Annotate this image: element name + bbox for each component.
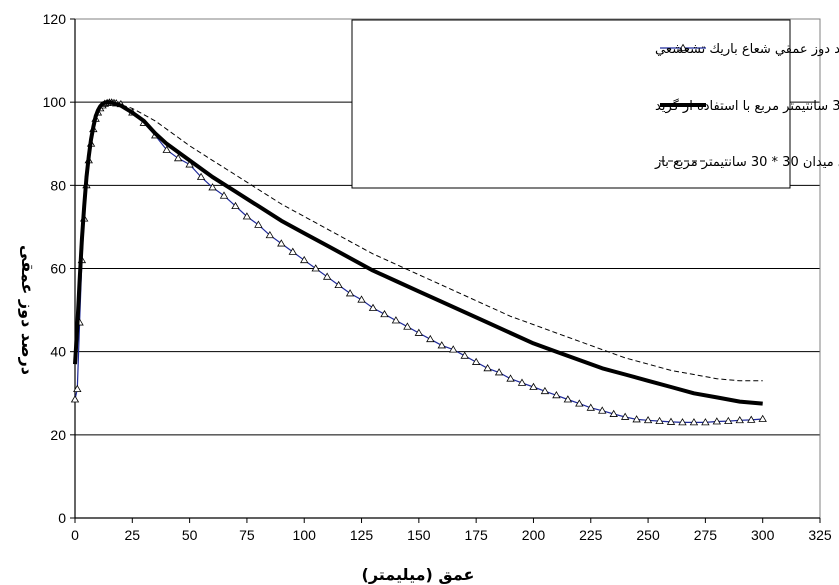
series-0 (70, 98, 767, 426)
legend-item-0: درصد دوز عمقي شعاع باريك تشعشعي (655, 42, 839, 57)
x-tick-label-11: 275 (694, 527, 718, 543)
data-point-triangle (311, 264, 320, 272)
data-point-triangle (598, 406, 607, 414)
data-point-triangle (655, 416, 664, 425)
y-tick-label-4: 80 (50, 177, 66, 193)
data-point-triangle (70, 395, 80, 403)
data-point-triangle (277, 239, 286, 247)
data-point-triangle (403, 322, 412, 330)
x-tick-label-12: 300 (751, 527, 775, 543)
data-point-triangle (254, 220, 263, 228)
y-tick-label-2: 40 (50, 344, 66, 360)
y-tick-label-0: 0 (58, 510, 66, 526)
data-point-triangle (666, 417, 676, 425)
x-tick-label-8: 200 (522, 527, 546, 543)
legend: درصد دوز عمقي شعاع باريك تشعشعي درصد دوز … (351, 19, 839, 189)
data-point-triangle (208, 183, 217, 191)
data-point-triangle (414, 328, 424, 336)
data-point-triangle (196, 172, 206, 180)
legend-item-2: درصد دوز عمقي ميدان 30 * 30 سانتيمتر مرب… (654, 155, 839, 170)
data-point-triangle (563, 395, 573, 403)
legend-label-2: درصد دوز عمقي ميدان 30 * 30 سانتيمتر مرب… (654, 155, 839, 170)
data-point-triangle (265, 230, 275, 239)
data-point-triangle (162, 145, 171, 153)
legend-label-0: درصد دوز عمقي شعاع باريك تشعشعي (655, 42, 839, 57)
data-point-triangle (735, 415, 744, 424)
data-point-triangle (620, 412, 630, 420)
data-point-triangle (300, 255, 309, 264)
series-line-grid-field (73, 100, 763, 406)
data-point-triangle (334, 280, 343, 289)
y-tick-label-5: 100 (43, 94, 67, 110)
x-tick-label-13: 325 (808, 527, 832, 543)
data-point-triangle (437, 341, 446, 349)
data-point-triangle (231, 201, 240, 210)
x-tick-label-10: 250 (636, 527, 660, 543)
data-point-triangle (368, 303, 378, 311)
data-point-triangle (288, 247, 297, 255)
data-point-triangle (529, 382, 538, 390)
data-point-triangle (517, 378, 527, 386)
y-tick-label-3: 60 (50, 261, 66, 277)
data-point-triangle (575, 399, 584, 407)
legend-label-1: درصد دوز عمقي ميدان 30 * 30 سانتيمتر مرب… (655, 98, 839, 114)
data-point-triangle (540, 386, 550, 395)
legend-marker-0 (678, 43, 688, 51)
data-point-triangle (724, 416, 733, 425)
x-tick-label-6: 150 (407, 527, 431, 543)
data-point-triangle (460, 351, 469, 359)
axes (70, 18, 821, 523)
data-point-triangle (494, 368, 504, 376)
data-point-triangle (345, 289, 355, 297)
x-tick-label-0: 0 (71, 527, 79, 543)
data-point-triangle (712, 417, 722, 425)
data-point-triangle (747, 415, 756, 423)
y-tick-label-6: 120 (43, 11, 67, 27)
y-tick-label-1: 20 (50, 427, 66, 443)
data-point-triangle (73, 384, 82, 392)
x-tick-label-3: 75 (239, 527, 255, 543)
series-1 (73, 100, 763, 406)
data-point-triangle (689, 418, 699, 426)
x-tick-labels: 0 25 50 75 100 125 150 175 200 225 250 275 300 325 (71, 527, 832, 543)
y-tick-labels: 0 20 40 60 80 100 120 (43, 11, 67, 526)
data-point-triangle (586, 403, 595, 411)
series-layer (70, 98, 767, 426)
data-point-triangle (643, 415, 653, 424)
x-tick-label-1: 25 (125, 527, 141, 543)
data-point-triangle (701, 418, 710, 426)
data-point-triangle (173, 154, 183, 162)
data-point-triangle (609, 409, 618, 417)
data-point-triangle (758, 414, 767, 422)
data-point-triangle (678, 418, 687, 426)
data-point-triangle (471, 357, 481, 365)
data-point-triangle (506, 374, 515, 382)
data-point-triangle (242, 212, 252, 220)
data-point-triangle (357, 295, 366, 303)
x-tick-label-5: 125 (350, 527, 374, 543)
x-tick-label-9: 225 (579, 527, 603, 543)
data-point-triangle (632, 415, 641, 423)
data-point-triangle (449, 345, 458, 353)
data-point-triangle (391, 316, 401, 324)
data-point-triangle (380, 309, 389, 318)
x-tick-label-7: 175 (464, 527, 488, 543)
x-axis-title: عمق (ميليمتر) (362, 565, 475, 584)
legend-item-1: درصد دوز عمقي ميدان 30 * 30 سانتيمتر مرب… (655, 98, 839, 114)
x-tick-label-4: 100 (293, 527, 317, 543)
data-point-triangle (426, 334, 435, 343)
data-point-triangle (322, 272, 332, 280)
data-point-triangle (219, 191, 229, 199)
data-point-triangle (483, 364, 492, 372)
x-tick-label-2: 50 (182, 527, 198, 543)
data-point-triangle (552, 391, 561, 399)
legend-box (351, 19, 791, 189)
y-axis-title: درصد دوز عمقی (18, 245, 37, 375)
